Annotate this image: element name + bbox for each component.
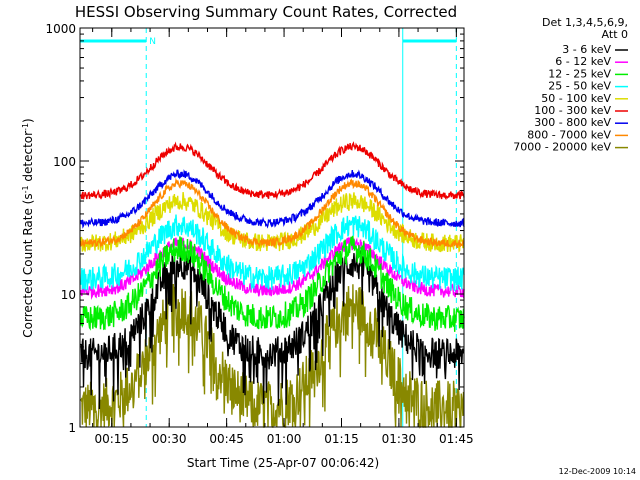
night-bar-label: N bbox=[149, 37, 156, 47]
y-tick-label: 1000 bbox=[45, 22, 76, 36]
legend-label-9: 7000 - 20000 keV bbox=[513, 141, 611, 154]
legend-label-3: 12 - 25 keV bbox=[548, 67, 611, 80]
x-axis: 00:15 00:30 00:45 01:00 01:15 01:30 01:45 bbox=[92, 28, 474, 446]
series-line-6 bbox=[80, 141, 465, 201]
series-line-1 bbox=[80, 250, 465, 410]
chart-title: HESSI Observing Summary Count Rates, Cor… bbox=[75, 3, 457, 21]
y-tick-label: 10 bbox=[61, 288, 76, 302]
x-tick-label: 00:30 bbox=[152, 432, 187, 446]
x-tick-label: 01:30 bbox=[382, 432, 417, 446]
x-tick-label: 01:15 bbox=[324, 432, 359, 446]
legend-header-line-1: Det 1,3,4,5,6,9, bbox=[542, 16, 628, 29]
x-tick-label: 01:00 bbox=[267, 432, 302, 446]
series-line-3 bbox=[80, 234, 465, 332]
x-tick-label: 01:45 bbox=[439, 432, 474, 446]
footer-date: 12-Dec-2009 10:14 bbox=[559, 467, 636, 476]
x-tick-label: 00:45 bbox=[209, 432, 244, 446]
y-tick-label: 1 bbox=[68, 421, 76, 435]
x-axis-label: Start Time (25-Apr-07 00:06:42) bbox=[187, 456, 379, 470]
legend-label-8: 800 - 7000 keV bbox=[527, 128, 611, 141]
series-line-4 bbox=[80, 214, 465, 293]
series-line-7 bbox=[80, 169, 465, 229]
plot-frame bbox=[79, 27, 465, 428]
series-line-8 bbox=[80, 177, 465, 249]
legend-label-4: 25 - 50 keV bbox=[548, 80, 611, 93]
legend-label-1: 3 - 6 keV bbox=[562, 43, 611, 56]
legend-label-7: 300 - 800 keV bbox=[534, 116, 611, 129]
y-axis-label: Corrected Count Rate (s-1 detector-1) bbox=[21, 118, 35, 337]
x-tick-label: 00:15 bbox=[94, 432, 129, 446]
y-tick-label: 100 bbox=[53, 155, 76, 169]
legend-header-line-2: Att 0 bbox=[602, 28, 628, 41]
series-layer bbox=[80, 141, 465, 429]
legend-label-2: 6 - 12 keV bbox=[555, 55, 611, 68]
legend-label-6: 100 - 300 keV bbox=[534, 104, 611, 117]
legend-label-5: 50 - 100 keV bbox=[541, 92, 611, 105]
